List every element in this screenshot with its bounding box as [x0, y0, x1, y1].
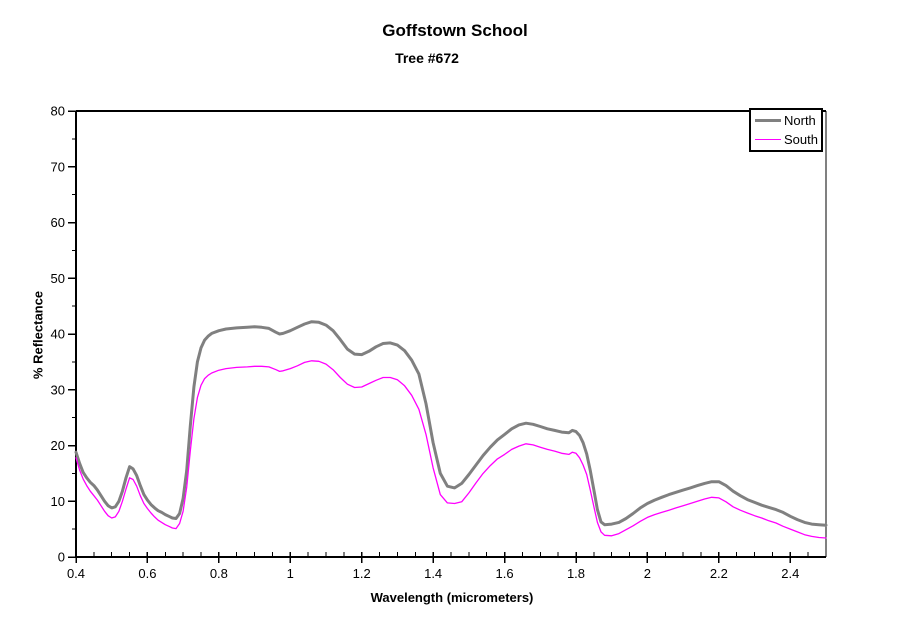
- y-tick-label: 10: [51, 494, 65, 509]
- y-tick-label: 70: [51, 159, 65, 174]
- legend-label: South: [784, 132, 818, 147]
- x-tick-label: 1: [287, 566, 294, 581]
- x-tick-label: 0.4: [67, 566, 85, 581]
- x-tick-label: 1.4: [424, 566, 442, 581]
- x-tick-label: 2: [644, 566, 651, 581]
- x-tick-label: 2.4: [781, 566, 799, 581]
- y-tick-label: 30: [51, 382, 65, 397]
- x-tick-label: 1.6: [496, 566, 514, 581]
- x-tick-label: 1.8: [567, 566, 585, 581]
- legend-label: North: [784, 113, 816, 128]
- y-tick-label: 60: [51, 215, 65, 230]
- legend-line-sample: [755, 119, 781, 122]
- x-tick-label: 0.8: [210, 566, 228, 581]
- x-tick-label: 0.6: [138, 566, 156, 581]
- x-tick-label: 2.2: [710, 566, 728, 581]
- x-axis-title: Wavelength (micrometers): [370, 590, 534, 605]
- y-tick-label: 20: [51, 438, 65, 453]
- legend: North South: [749, 108, 823, 152]
- series-line-south: [75, 360, 827, 539]
- chart-title: Goffstown School: [382, 21, 528, 40]
- legend-line-sample: [755, 139, 781, 140]
- x-tick-label: 1.2: [353, 566, 371, 581]
- series-line-north: [74, 320, 828, 527]
- y-tick-label: 40: [51, 327, 65, 342]
- legend-entry-south: South: [755, 130, 821, 149]
- y-tick-label: 0: [58, 550, 65, 565]
- legend-entry-north: North: [755, 111, 821, 130]
- y-tick-label: 80: [51, 104, 65, 119]
- y-tick-label: 50: [51, 271, 65, 286]
- chart-subtitle: Tree #672: [395, 50, 459, 66]
